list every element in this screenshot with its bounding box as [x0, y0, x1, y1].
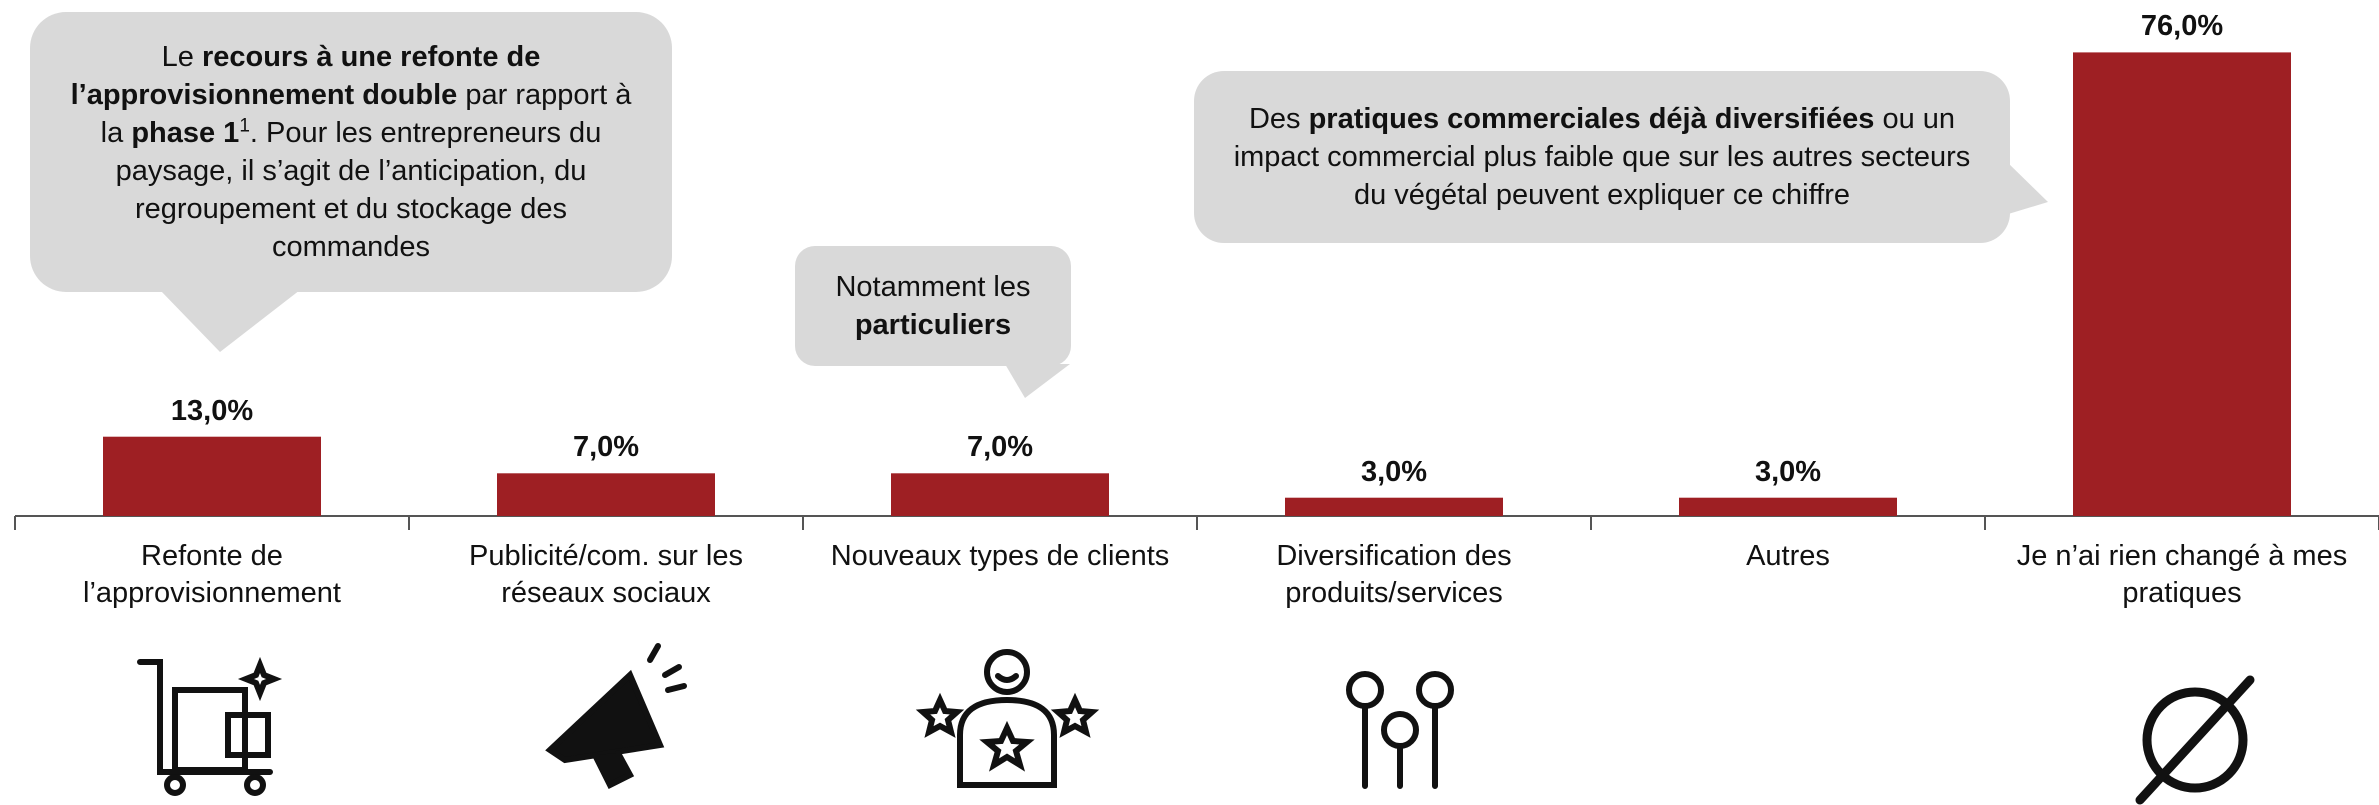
x-tick-label: Diversification des produits/services [1276, 540, 1512, 609]
x-tick-label: Nouveaux types de clients [830, 540, 1170, 572]
icon-cart [137, 656, 283, 796]
icon-client [915, 649, 1100, 788]
annotation-text: Le recours à une refonte de l’approvisio… [60, 38, 642, 266]
annotation-run: Notamment les [835, 271, 1031, 303]
callout-bubble [30, 12, 672, 292]
icons [137, 643, 2255, 805]
annotation-run: particuliers [854, 309, 1012, 341]
annotation-run: Des [1248, 103, 1309, 135]
annotation-text: Des pratiques commerciales déjà diversif… [1224, 100, 1980, 214]
annotation: Des pratiques commerciales déjà diversif… [1194, 71, 2010, 243]
value-label: 3,0% [1754, 455, 1822, 488]
callout-tail [160, 290, 300, 352]
annotation-run: 1 [239, 115, 250, 137]
value-label: 7,0% [966, 431, 1034, 464]
x-tick-label: Autres [1746, 540, 1830, 572]
annotation-run: . Pour les entrepreneurs du paysage, il … [115, 117, 602, 263]
callout-shapes [30, 12, 2048, 398]
annotation: Notamment les particuliers [795, 246, 1071, 366]
annotation-run: ou un impact commercial plus faible que … [1233, 103, 1971, 211]
value-label: 7,0% [572, 431, 640, 464]
annotation-run: recours à une refonte de l’approvisionne… [70, 41, 541, 111]
bar [891, 473, 1109, 516]
icon-empty-set [2135, 675, 2255, 805]
annotation-run: phase 1 [131, 117, 240, 149]
bar [1285, 497, 1503, 516]
bar [2073, 52, 2291, 517]
value-label: 3,0% [1360, 455, 1428, 488]
bar [103, 436, 321, 516]
callout-bubble [1194, 71, 2010, 243]
callout-bubble [795, 246, 1071, 366]
annotation-run: Le [161, 41, 202, 73]
annotation-text: Notamment les particuliers [825, 268, 1041, 344]
annotation-run: pratiques commerciales déjà diversifiées [1308, 103, 1875, 135]
x-tick-label: Je n’ai rien changé à mes pratiques [2016, 540, 2348, 609]
x-tick-label: Refonte de l’approvisionnement [83, 540, 341, 609]
callout-tail [2005, 160, 2048, 215]
value-label: 76,0% [2140, 10, 2224, 43]
annotation: Le recours à une refonte de l’approvisio… [30, 12, 672, 292]
x-tick-label: Publicité/com. sur les réseaux sociaux [469, 540, 743, 609]
bar [497, 473, 715, 516]
callout-tail [1005, 364, 1070, 398]
icon-megaphone [545, 643, 687, 790]
value-label: 13,0% [170, 394, 254, 427]
icon-flowers [1346, 671, 1454, 789]
annotation-run: par rapport à la [100, 79, 632, 149]
bar [1679, 497, 1897, 516]
